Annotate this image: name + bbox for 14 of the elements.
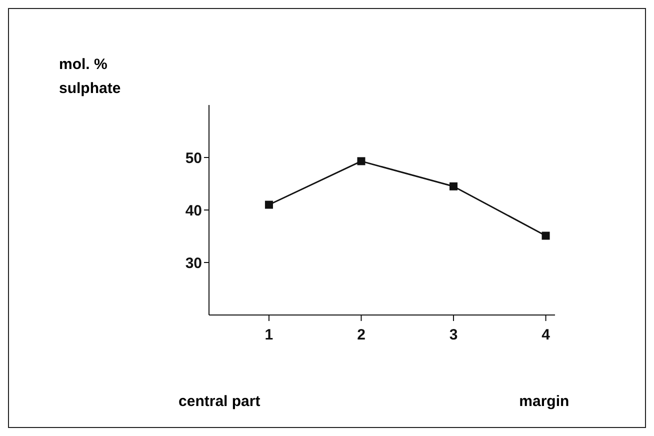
point bbox=[264, 200, 273, 209]
y-tick-label: 30 bbox=[185, 254, 202, 272]
point bbox=[357, 157, 366, 166]
text: central part bbox=[178, 393, 260, 410]
y-tick-label: 50 bbox=[185, 150, 202, 167]
x-tick-label: 4 bbox=[542, 326, 551, 344]
point bbox=[450, 182, 458, 190]
point bbox=[542, 232, 550, 240]
text: margin bbox=[519, 393, 570, 410]
x-tick-label: 2 bbox=[357, 326, 366, 344]
y-axis-title: mol. % sulphate bbox=[59, 55, 121, 99]
y-tick-label: 40 bbox=[185, 202, 202, 220]
x-tick-label: 3 bbox=[449, 326, 458, 344]
x-tick-label: 1 bbox=[264, 326, 274, 344]
